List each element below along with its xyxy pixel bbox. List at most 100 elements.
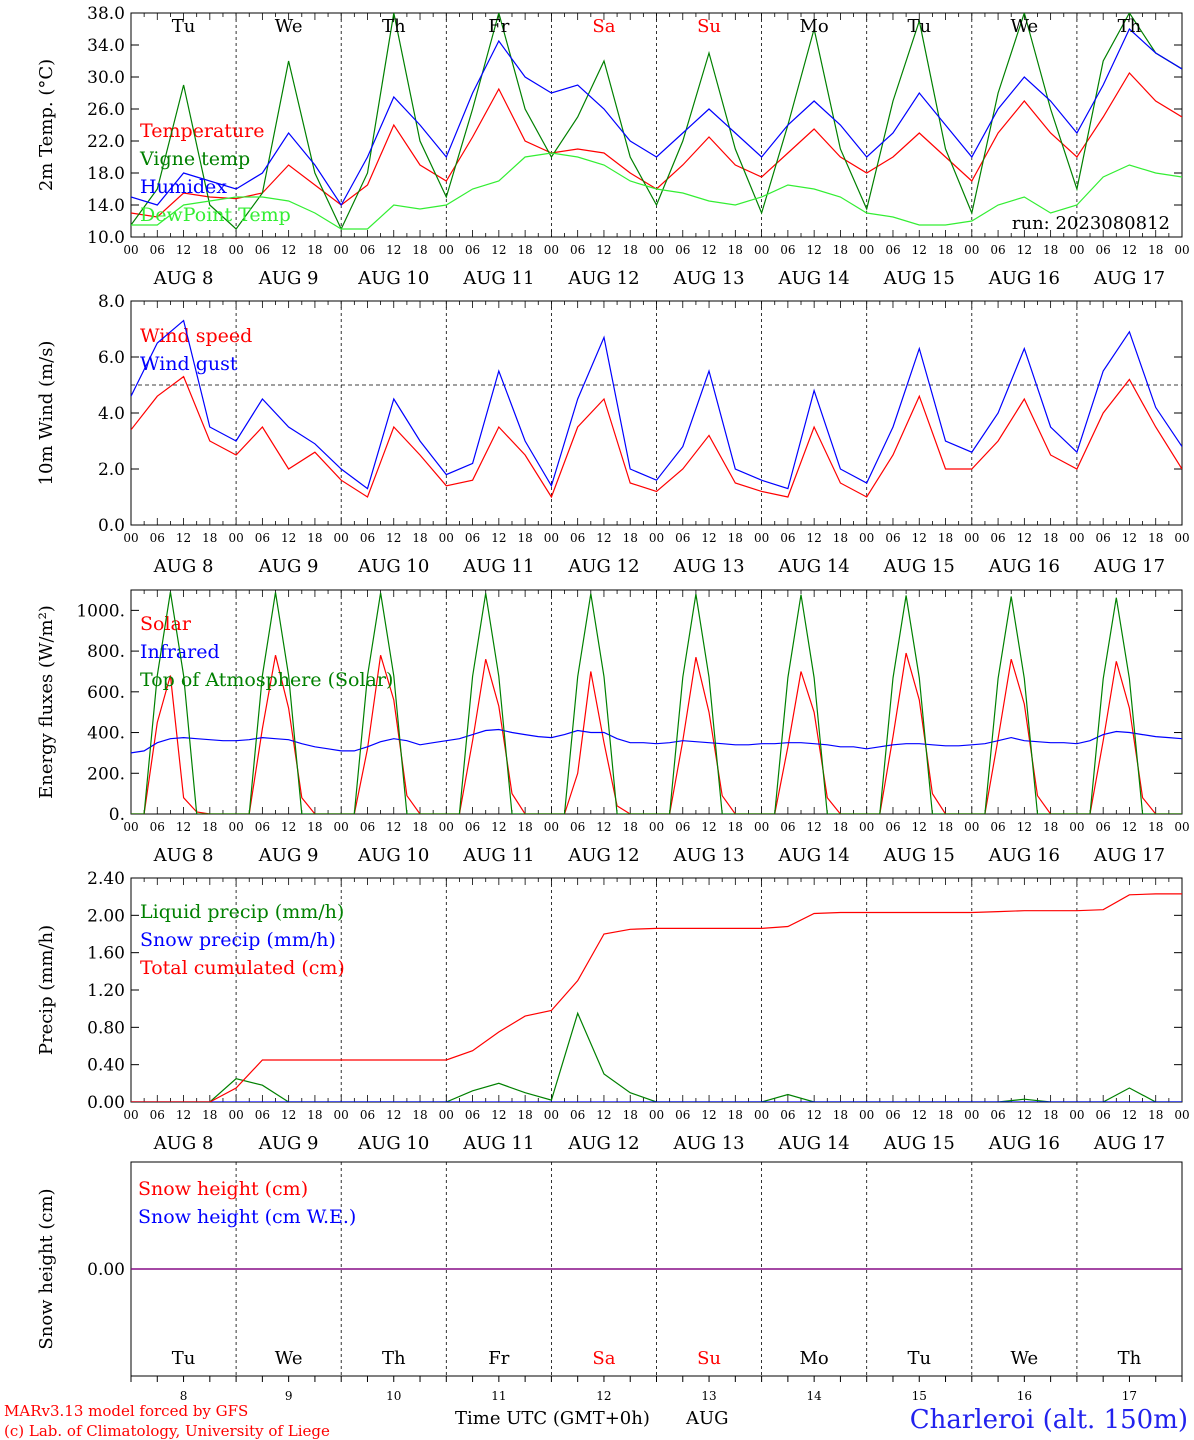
hour-tick-label: 00 <box>228 820 243 834</box>
hour-tick-label: 06 <box>150 243 165 257</box>
hour-tick-label: 18 <box>1043 1108 1058 1122</box>
hour-tick-label: 18 <box>412 1108 427 1122</box>
hour-tick-label: 06 <box>885 820 900 834</box>
date-label: AUG 9 <box>258 556 319 577</box>
hour-tick-label: 18 <box>728 531 743 545</box>
date-label: AUG 11 <box>462 845 534 866</box>
date-label: AUG 16 <box>988 1133 1060 1154</box>
y-axis-label: Energy fluxes (W/m²) <box>36 605 57 799</box>
day-label: Th <box>382 16 406 37</box>
y-tick-label: 0.00 <box>87 1093 125 1113</box>
day-label: Su <box>697 1348 721 1369</box>
hour-tick-label: 12 <box>386 243 401 257</box>
hour-tick-label: 00 <box>859 820 874 834</box>
date-label: AUG 8 <box>153 845 214 866</box>
y-tick-label: 0.80 <box>87 1018 125 1038</box>
hour-tick-label: 12 <box>912 531 927 545</box>
hour-tick-label: 12 <box>912 820 927 834</box>
hour-tick-label: 00 <box>649 531 664 545</box>
hour-tick-label: 18 <box>833 531 848 545</box>
hour-tick-label: 06 <box>990 1108 1005 1122</box>
y-tick-label: 2.40 <box>87 869 125 889</box>
y-axis-label: Precip (mm/h) <box>36 925 57 1055</box>
date-label: AUG 16 <box>988 556 1060 577</box>
hour-tick-label: 18 <box>202 1108 217 1122</box>
hour-tick-label: 12 <box>176 820 191 834</box>
y-tick-label: 10.0 <box>87 228 125 248</box>
hour-tick-label: 18 <box>728 243 743 257</box>
date-label: AUG 9 <box>258 268 319 289</box>
hour-tick-label: 18 <box>728 820 743 834</box>
month-label: AUG <box>685 1408 729 1429</box>
hour-tick-label: 06 <box>570 531 585 545</box>
y-tick-label: 1000. <box>76 601 125 621</box>
hour-tick-label: 00 <box>754 531 769 545</box>
hour-tick-label: 06 <box>1096 1108 1111 1122</box>
legend-entry: DewPoint Temp <box>140 204 291 226</box>
hour-tick-label: 06 <box>675 820 690 834</box>
hour-tick-label: 00 <box>1069 531 1084 545</box>
date-label: AUG 17 <box>1093 268 1165 289</box>
hour-tick-label: 18 <box>623 531 638 545</box>
date-label: AUG 15 <box>883 268 955 289</box>
date-label: AUG 11 <box>462 556 534 577</box>
y-tick-label: 18.0 <box>87 164 125 184</box>
day-number: 17 <box>1122 1389 1137 1403</box>
hour-tick-label: 00 <box>1069 820 1084 834</box>
hour-tick-label: 12 <box>281 243 296 257</box>
day-label: Fr <box>488 16 509 37</box>
y-tick-label: 1.20 <box>87 981 125 1001</box>
day-number: 8 <box>180 1389 188 1403</box>
hour-tick-label: 18 <box>517 820 532 834</box>
hour-tick-label: 06 <box>465 1108 480 1122</box>
hour-tick-label: 18 <box>833 243 848 257</box>
hour-tick-label: 06 <box>150 531 165 545</box>
date-label: AUG 10 <box>357 556 429 577</box>
hour-tick-label: 18 <box>517 531 532 545</box>
y-tick-label: 4.0 <box>98 404 125 424</box>
y-tick-label: 400. <box>87 724 125 744</box>
hour-tick-label: 06 <box>360 820 375 834</box>
y-tick-label: 200. <box>87 764 125 784</box>
y-tick-label: 30.0 <box>87 68 125 88</box>
hour-tick-label: 12 <box>596 820 611 834</box>
series-line-infrared <box>131 728 1182 754</box>
date-label: AUG 14 <box>778 845 850 866</box>
hour-tick-label: 18 <box>623 1108 638 1122</box>
day-label: Th <box>382 1348 406 1369</box>
y-axis-label: 2m Temp. (°C) <box>36 59 57 191</box>
date-label: AUG 16 <box>988 845 1060 866</box>
hour-tick-label: 00 <box>228 1108 243 1122</box>
series-line-vigne-temp <box>131 13 1182 231</box>
day-number: 12 <box>596 1389 611 1403</box>
series-line-wind-gust <box>131 319 1182 490</box>
hour-tick-label: 00 <box>544 1108 559 1122</box>
date-label: AUG 17 <box>1093 556 1165 577</box>
hour-tick-label: 18 <box>1148 531 1163 545</box>
hour-tick-label: 18 <box>833 820 848 834</box>
hour-tick-label: 12 <box>386 1108 401 1122</box>
hour-tick-label: 12 <box>176 531 191 545</box>
hour-tick-label: 06 <box>780 243 795 257</box>
y-axis-label: Snow height (cm) <box>36 1188 57 1349</box>
date-label: AUG 11 <box>462 268 534 289</box>
hour-tick-label: 06 <box>255 820 270 834</box>
day-label: Th <box>1118 1348 1142 1369</box>
legend-entry: Vigne temp <box>139 148 250 170</box>
hour-tick-label: 06 <box>780 820 795 834</box>
date-label: AUG 10 <box>357 268 429 289</box>
hour-tick-label: 12 <box>176 243 191 257</box>
date-label: AUG 15 <box>883 1133 955 1154</box>
date-label: AUG 16 <box>988 268 1060 289</box>
hour-tick-label: 00 <box>649 1108 664 1122</box>
date-label: AUG 13 <box>672 556 744 577</box>
day-number: 13 <box>701 1389 716 1403</box>
date-label: AUG 14 <box>778 268 850 289</box>
hour-tick-label: 06 <box>885 531 900 545</box>
legend-entry: Top of Atmosphere (Solar) <box>140 669 393 691</box>
hour-tick-label: 00 <box>123 1108 138 1122</box>
hour-tick-label: 12 <box>386 531 401 545</box>
hour-tick-label: 00 <box>123 243 138 257</box>
hour-tick-label: 00 <box>1069 243 1084 257</box>
hour-tick-label: 12 <box>281 820 296 834</box>
